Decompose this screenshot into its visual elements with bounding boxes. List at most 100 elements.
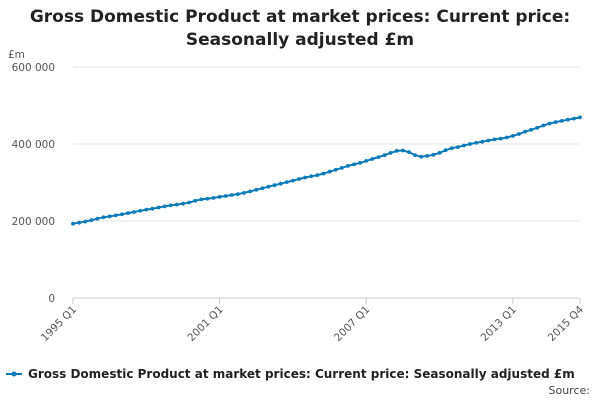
data-point [578,115,582,120]
legend-entry-label: Gross Domestic Product at market prices:… [28,367,575,381]
data-point [101,215,106,220]
data-point [541,123,546,128]
data-point [248,189,253,194]
data-point [89,218,94,223]
data-point [181,201,185,206]
data-point [535,125,540,130]
series-group [71,115,582,226]
y-unit-label: £m [8,49,25,61]
data-point [242,191,246,195]
data-point [126,211,130,216]
x-tick-label: 2007 Q1 [332,304,372,344]
data-point [468,142,472,146]
data-point [370,157,375,161]
data-point [309,174,314,179]
y-tick-label: 400 000 [12,139,55,151]
data-point [559,119,564,123]
data-point [394,149,399,153]
data-point [162,204,167,209]
x-tick-label: 2001 Q1 [185,304,225,344]
data-point [401,148,405,153]
data-point [431,152,436,157]
series-line [72,116,581,225]
data-point [150,206,155,211]
data-point [174,202,179,207]
data-point [236,192,240,197]
gridlines [73,66,580,222]
data-point [120,212,124,217]
y-axis: 0 200 000 400 000 600 000 [12,62,55,305]
x-tick-label: 1995 Q1 [39,304,79,344]
data-point [113,213,118,218]
data-point [529,127,533,132]
data-point [211,196,216,200]
data-point [443,148,448,153]
legend-swatch-marker [11,371,17,377]
data-point [492,137,497,142]
x-axis: 1995 Q1 2001 Q1 2007 Q1 2013 Q1 2015 Q4 [39,297,586,344]
data-point [449,146,454,151]
data-point [266,184,271,189]
data-point [144,207,149,212]
data-point [260,186,265,191]
data-point [95,216,100,221]
data-point [303,175,307,180]
data-point [291,178,295,183]
data-point [205,196,210,201]
y-tick-label: 200 000 [12,216,55,228]
data-point [297,177,301,181]
data-point [278,181,283,186]
data-point [346,164,350,168]
data-point [572,116,576,121]
data-point [510,134,515,138]
data-point [156,205,161,210]
data-point [425,154,430,158]
data-point [388,151,393,155]
data-point [364,159,369,163]
data-point [71,221,75,226]
data-point [321,171,326,176]
y-tick-label: 600 000 [12,62,55,74]
data-point [480,139,485,144]
data-point [376,155,381,160]
data-point [272,183,277,188]
data-point [553,120,558,124]
data-point [315,173,320,178]
data-point [284,180,289,185]
data-point [168,203,173,208]
data-point [83,219,88,224]
data-point [407,150,411,155]
data-point [504,135,509,140]
data-point [413,153,417,158]
data-point [358,161,362,165]
x-tick-label: 2013 Q1 [479,304,519,344]
data-point [193,198,198,203]
data-point [486,138,491,143]
data-point [138,208,143,213]
data-point [132,210,137,214]
data-point [498,136,503,141]
data-point [254,187,259,192]
data-point [352,162,356,167]
data-point [333,167,338,172]
y-tick-label: 0 [48,293,55,305]
data-point [382,153,387,158]
data-point [223,194,228,198]
data-point [517,132,521,136]
chart-title: Gross Domestic Product at market prices:… [29,7,571,50]
data-point [419,154,424,159]
data-point [547,121,552,126]
data-point [339,166,344,170]
data-point [217,195,222,199]
data-point [107,214,112,219]
data-point [77,220,81,225]
data-point [187,200,192,205]
data-point [327,169,332,174]
data-point [199,197,204,202]
data-point [523,129,527,134]
data-point [474,140,479,145]
data-point [455,145,460,150]
data-point [462,143,466,148]
data-point [565,117,570,122]
